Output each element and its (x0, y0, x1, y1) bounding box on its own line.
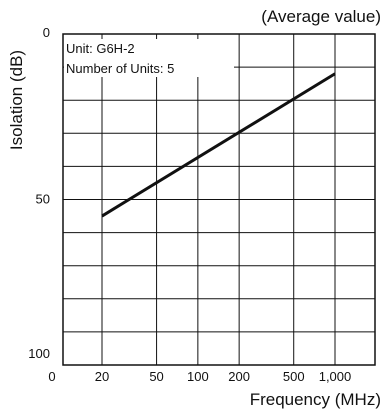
unit-annotation: Unit: G6H-2 (66, 41, 135, 56)
isolation-series-line (101, 72, 336, 218)
plot-frame (62, 33, 376, 366)
y-tick-label: 0 (43, 25, 50, 40)
x-tick-label: 1,000 (319, 369, 352, 384)
x-tick-label: 500 (283, 369, 305, 384)
chart-title: (Average value) (261, 7, 381, 26)
grid (63, 34, 375, 365)
y-axis-label: Isolation (dB) (7, 50, 26, 150)
x-tick-labels: 0 20 50 100 200 500 1,000 (48, 369, 351, 384)
x-tick-label: 50 (149, 369, 163, 384)
units-count-annotation: Number of Units: 5 (66, 61, 174, 76)
x-tick-label: 20 (95, 369, 109, 384)
y-tick-label: 100 (28, 346, 50, 361)
legend-background (64, 39, 234, 77)
y-tick-label: 50 (36, 192, 50, 207)
x-axis-label: Frequency (MHz) (250, 390, 381, 409)
x-tick-label: 0 (48, 369, 55, 384)
x-tick-label: 100 (187, 369, 209, 384)
series-layer (101, 72, 336, 218)
x-tick-label: 200 (228, 369, 250, 384)
y-tick-labels: 0 50 100 (28, 25, 50, 361)
